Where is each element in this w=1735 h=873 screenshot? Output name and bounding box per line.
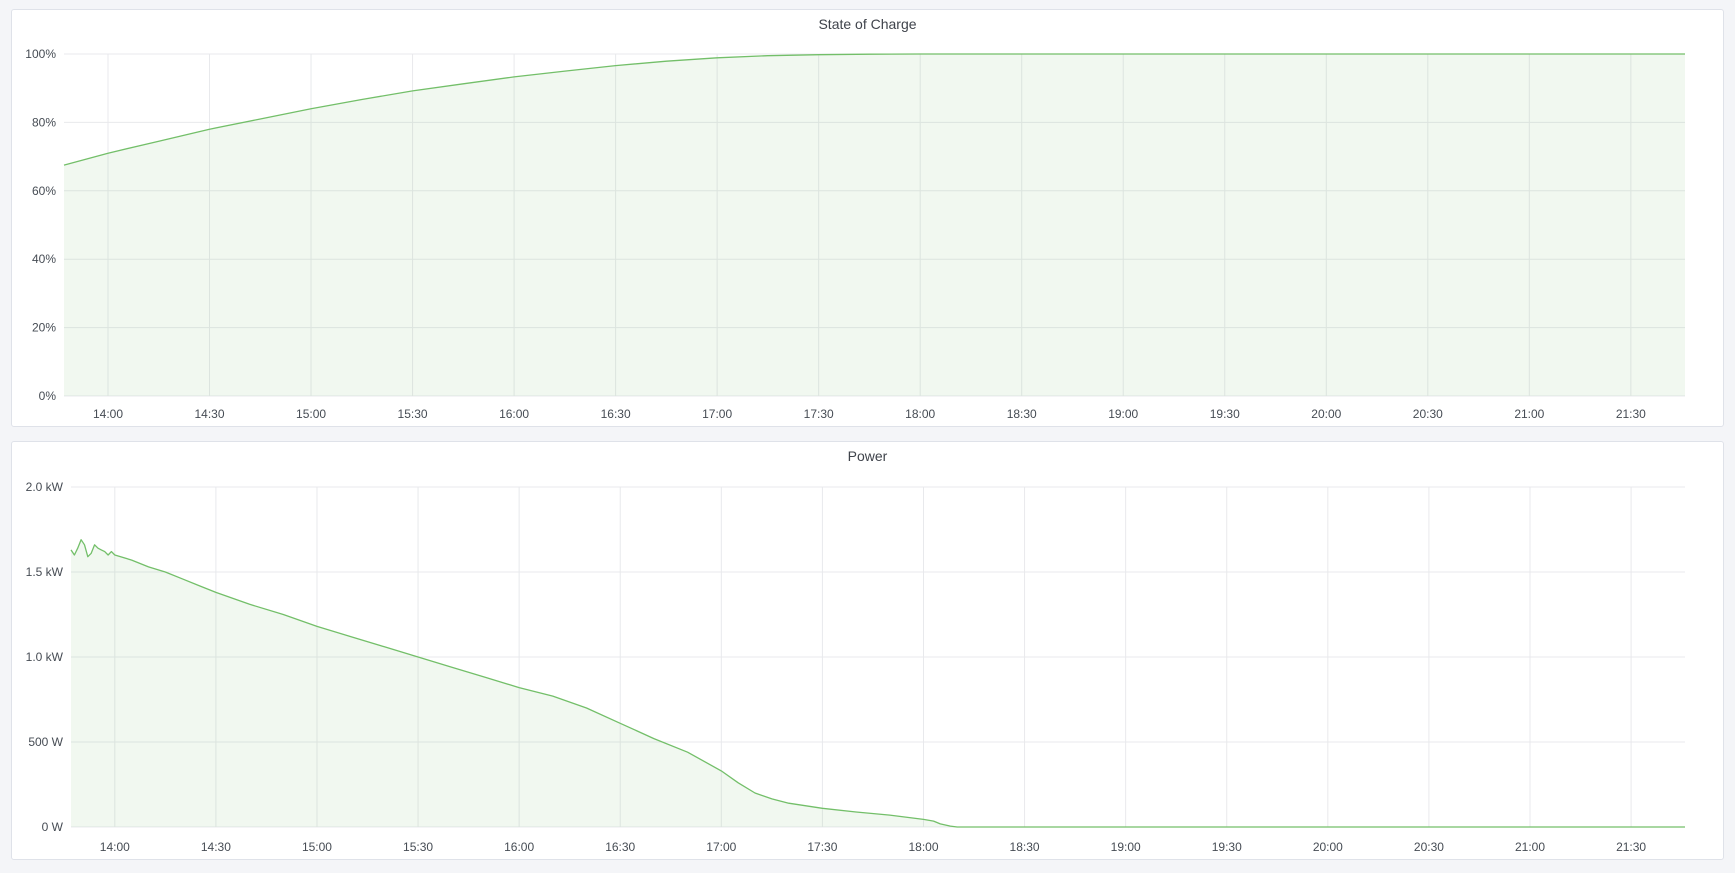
x-tick-label: 16:00 bbox=[499, 407, 529, 421]
y-tick-label: 40% bbox=[32, 252, 56, 266]
x-tick-label: 16:30 bbox=[605, 840, 635, 854]
x-tick-label: 16:30 bbox=[601, 407, 631, 421]
x-tick-label: 17:30 bbox=[807, 840, 837, 854]
x-tick-label: 21:00 bbox=[1514, 407, 1544, 421]
series-line bbox=[63, 53, 1685, 166]
soc-panel-title: State of Charge bbox=[818, 16, 917, 32]
series-area-fill bbox=[64, 54, 1685, 396]
y-tick-label: 1.5 kW bbox=[26, 565, 64, 579]
y-tick-label: 0% bbox=[39, 389, 57, 403]
y-tick-label: 0 W bbox=[42, 820, 64, 834]
y-tick-label: 60% bbox=[32, 184, 56, 198]
y-tick-label: 500 W bbox=[28, 735, 63, 749]
x-tick-label: 18:00 bbox=[905, 407, 935, 421]
x-tick-label: 21:30 bbox=[1616, 840, 1646, 854]
x-tick-label: 15:00 bbox=[302, 840, 332, 854]
x-tick-label: 20:00 bbox=[1311, 407, 1341, 421]
x-tick-label: 16:00 bbox=[504, 840, 534, 854]
y-tick-label: 80% bbox=[32, 115, 56, 129]
power-chart: 0 W 500 W 1.0 kW 1.5 kW 2.0 kW 14:00 14:30 15:0… bbox=[26, 480, 1685, 854]
x-tick-label: 15:30 bbox=[403, 840, 433, 854]
x-tick-label: 20:30 bbox=[1414, 840, 1444, 854]
x-tick-label: 17:00 bbox=[702, 407, 732, 421]
y-tick-label: 20% bbox=[32, 321, 56, 335]
series-line bbox=[70, 539, 1685, 828]
series-area-fill bbox=[71, 539, 1685, 827]
y-tick-label: 2.0 kW bbox=[26, 480, 64, 494]
x-tick-label: 17:30 bbox=[804, 407, 834, 421]
x-tick-label: 17:00 bbox=[706, 840, 736, 854]
y-tick-label: 100% bbox=[25, 47, 56, 61]
x-tick-label: 21:30 bbox=[1616, 407, 1646, 421]
x-tick-label: 14:30 bbox=[195, 407, 225, 421]
power-panel-title: Power bbox=[847, 448, 888, 464]
x-tick-label: 15:30 bbox=[398, 407, 428, 421]
x-tick-label: 14:00 bbox=[93, 407, 123, 421]
x-tick-label: 21:00 bbox=[1515, 840, 1545, 854]
y-tick-label: 1.0 kW bbox=[26, 650, 64, 664]
x-tick-label: 14:30 bbox=[201, 840, 231, 854]
x-tick-label: 18:30 bbox=[1010, 840, 1040, 854]
soc-chart: 0% 20% 40% 60% 80% 100% 14:00 14:30 15:00 15:30 16… bbox=[25, 47, 1685, 421]
x-tick-label: 15:00 bbox=[296, 407, 326, 421]
x-tick-label: 18:30 bbox=[1007, 407, 1037, 421]
x-tick-label: 18:00 bbox=[908, 840, 938, 854]
x-tick-label: 20:30 bbox=[1413, 407, 1443, 421]
x-tick-label: 19:00 bbox=[1111, 840, 1141, 854]
x-tick-label: 19:30 bbox=[1210, 407, 1240, 421]
soc-panel: State of Charge 0% 20% 40% 60% 80% 100% 14:00 1… bbox=[11, 9, 1724, 427]
x-tick-label: 19:30 bbox=[1212, 840, 1242, 854]
x-tick-label: 14:00 bbox=[100, 840, 130, 854]
x-tick-label: 20:00 bbox=[1313, 840, 1343, 854]
x-tick-label: 19:00 bbox=[1108, 407, 1138, 421]
power-panel: Power 0 W 500 W 1.0 kW 1.5 kW 2.0 kW 14:00 14:… bbox=[11, 441, 1724, 860]
